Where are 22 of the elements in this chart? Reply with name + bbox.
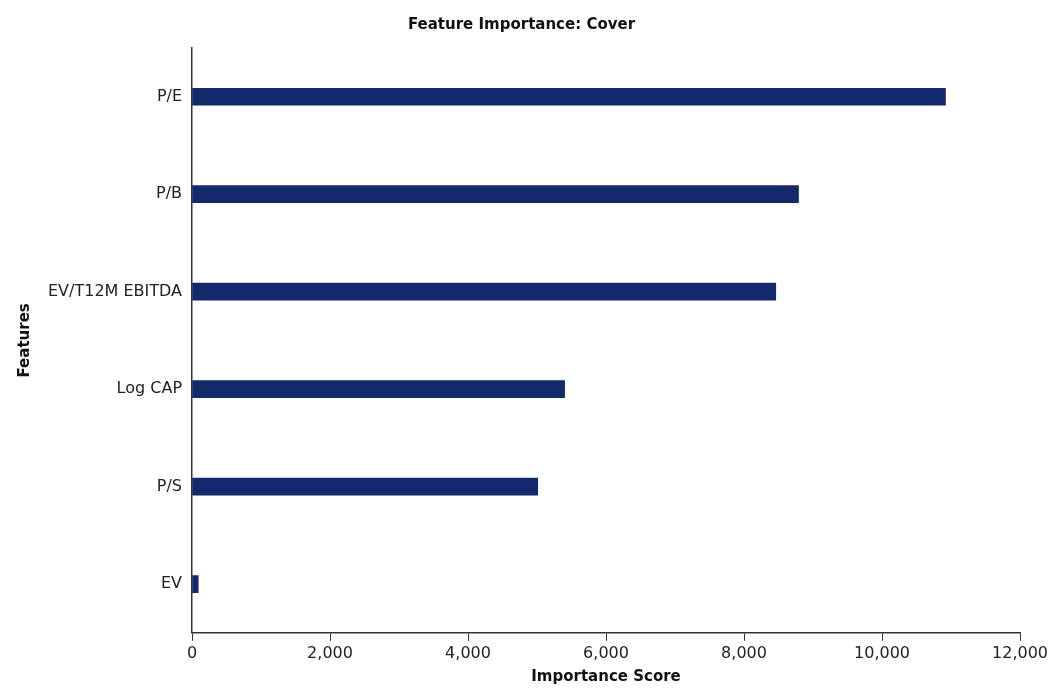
y-axis-title: Features [14, 303, 33, 378]
x-tick-label: 0 [186, 642, 198, 662]
y-tick-label: EV [160, 573, 183, 593]
x-tick-label: 12,000 [992, 642, 1048, 662]
y-tick-label: Log CAP [116, 378, 183, 398]
chart-title: Feature Importance: Cover [407, 14, 636, 33]
x-tick-label: 2,000 [307, 642, 353, 662]
x-tick-label: 6,000 [583, 642, 629, 662]
x-tick-label: 4,000 [445, 642, 491, 662]
y-tick-label: P/S [156, 475, 183, 495]
bar [192, 282, 777, 301]
x-tick-label: 8,000 [721, 642, 767, 662]
x-tick-label: 10,000 [854, 642, 910, 662]
bar [192, 380, 565, 398]
y-tick-label: P/B [156, 183, 183, 203]
y-tick-label: EV/T12M EBITDA [48, 280, 183, 300]
x-axis-title: Importance Score [531, 666, 681, 685]
y-tick-label: P/E [156, 85, 183, 105]
bar [192, 185, 799, 204]
bar [192, 575, 199, 593]
bar [192, 87, 946, 106]
bar [192, 477, 539, 496]
